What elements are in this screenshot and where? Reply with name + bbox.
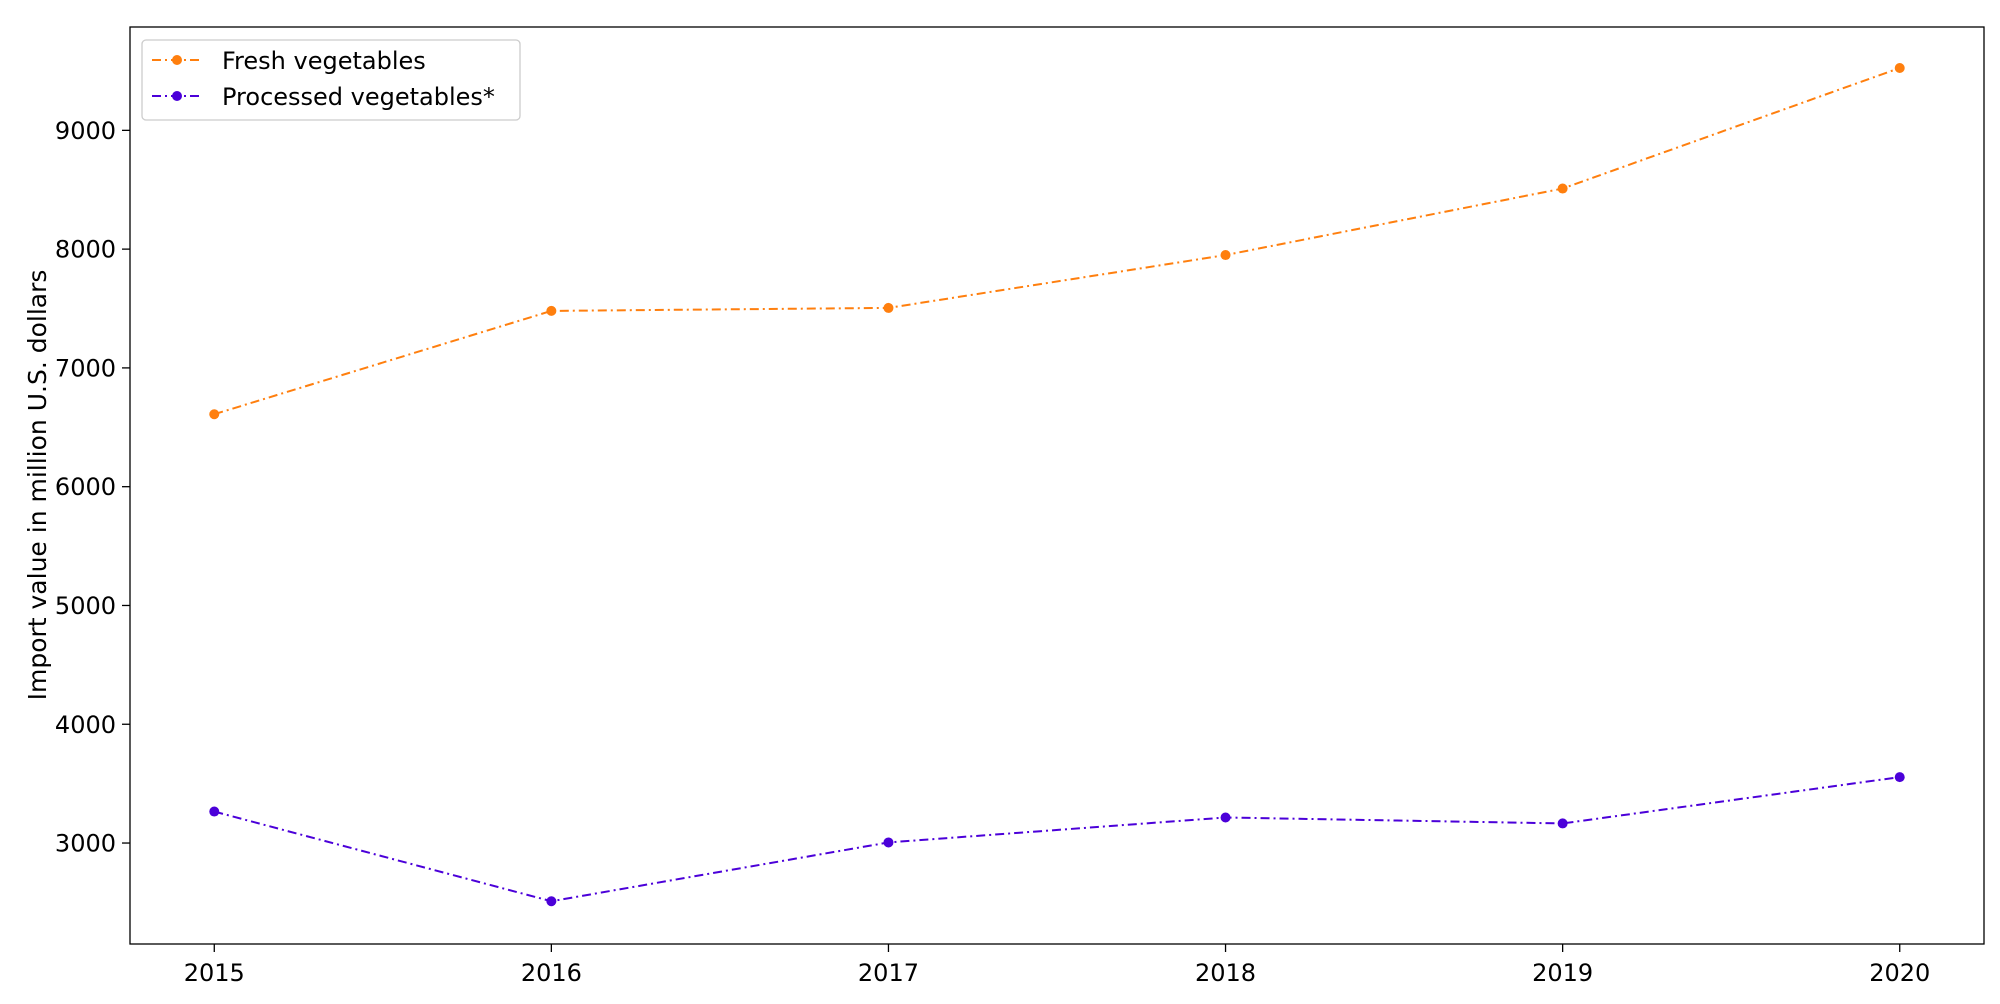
- x-tick-label: 2017: [858, 959, 919, 987]
- legend: Fresh vegetables Processed vegetables*: [141, 39, 521, 121]
- y-tick-label: 4000: [55, 711, 116, 739]
- y-tick-label: 8000: [55, 236, 116, 264]
- data-point: [1557, 183, 1568, 194]
- legend-label: Processed vegetables*: [222, 83, 495, 111]
- x-tick-label: 2015: [184, 959, 245, 987]
- y-tick-label: 3000: [55, 830, 116, 858]
- data-point: [883, 837, 894, 848]
- x-tick-label: 2020: [1869, 959, 1930, 987]
- x-tick-label: 2019: [1532, 959, 1593, 987]
- x-tick-label: 2018: [1195, 959, 1256, 987]
- data-point: [209, 806, 220, 817]
- data-point: [1557, 818, 1568, 829]
- legend-box: [141, 39, 521, 121]
- data-point: [1220, 812, 1231, 823]
- y-axis: 3000 4000 5000 6000 7000 8000 9000: [55, 117, 130, 858]
- y-tick-label: 7000: [55, 354, 116, 382]
- y-tick-label: 9000: [55, 117, 116, 145]
- series-line-2: [214, 776, 1900, 903]
- y-tick-label: 6000: [55, 473, 116, 501]
- legend-label: Fresh vegetables: [222, 47, 426, 75]
- x-tick-label: 2016: [521, 959, 582, 987]
- data-point: [1220, 250, 1231, 261]
- series-layer: [209, 62, 1905, 907]
- data-point: [546, 305, 557, 316]
- data-point: [1894, 772, 1905, 783]
- data-point: [209, 409, 220, 420]
- legend-marker: [172, 55, 182, 65]
- data-point: [1894, 62, 1905, 73]
- x-axis: 2015 2016 2017 2018 2019 2020: [184, 944, 1930, 987]
- plot-area: [129, 26, 1985, 945]
- data-point: [546, 896, 557, 907]
- legend-marker: [172, 91, 182, 101]
- data-point: [883, 302, 894, 313]
- y-tick-label: 5000: [55, 592, 116, 620]
- series-line-1: [213, 67, 1901, 416]
- y-axis-label: Import value in million U.S. dollars: [23, 270, 52, 701]
